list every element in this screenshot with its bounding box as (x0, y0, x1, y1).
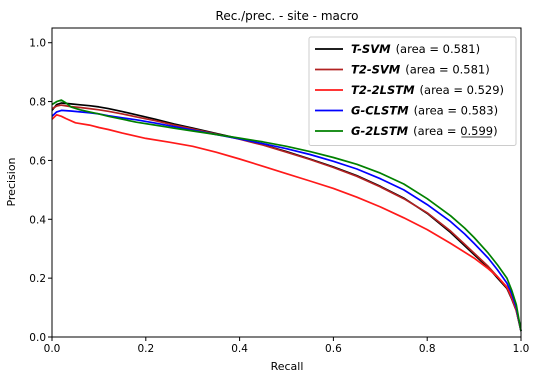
x-tick-label: 0.6 (325, 343, 342, 355)
x-axis-title: Recall (271, 360, 304, 373)
series-lines (51, 99, 522, 332)
legend: T-SVM (area = 0.581)T2-SVM (area = 0.581)T… (308, 36, 517, 146)
legend-box (308, 36, 517, 146)
legend-entry: G-2LSTM (area = 0.599) (351, 124, 498, 138)
legend-series-area: (area = 0.599) (413, 124, 498, 138)
x-tick-label: 0.2 (137, 343, 154, 355)
y-tick-label: 0.0 (29, 332, 46, 344)
legend-series-name: G-CLSTM (351, 104, 409, 118)
legend-entry: T2-2LSTM (area = 0.529) (351, 83, 504, 97)
y-axis-title: Precision (5, 157, 18, 206)
legend-series-area: (area = 0.581) (396, 42, 481, 56)
legend-series-area: (area = 0.581) (405, 63, 490, 77)
legend-series-name: T2-2LSTM (351, 83, 415, 97)
series-line-t2-svm (51, 104, 522, 332)
y-tick-label: 0.2 (29, 273, 46, 285)
chart-title: Rec./prec. - site - macro (216, 9, 359, 23)
legend-series-name: G-2LSTM (351, 124, 409, 138)
legend-series-name: T2-SVM (351, 63, 401, 77)
legend-entry: G-CLSTM (area = 0.583) (351, 104, 498, 118)
legend-series-area: (area = 0.529) (420, 83, 505, 97)
y-tick-label: 0.6 (29, 155, 46, 167)
legend-entry: T2-SVM (area = 0.581) (351, 63, 490, 77)
x-tick-label: 0.4 (231, 343, 248, 355)
legend-entry: T-SVM (area = 0.581) (351, 42, 480, 56)
legend-series-name: T-SVM (351, 42, 391, 56)
x-tick-label: 0.0 (44, 343, 61, 355)
y-tick-label: 0.4 (29, 214, 46, 226)
x-tick-label: 1.0 (513, 343, 530, 355)
x-tick-label: 0.8 (419, 343, 436, 355)
y-tick-label: 0.8 (29, 97, 46, 109)
series-line-g-2lstm (51, 99, 522, 332)
axis-ticks: 0.0 0.2 0.4 0.6 0.8 1.0 0.0 0.2 0.4 0.6 0.8 1.0 (29, 38, 529, 355)
legend-series-area: (area = 0.583) (414, 104, 499, 118)
plot-frame (51, 27, 522, 338)
y-tick-label: 1.0 (29, 38, 46, 50)
series-line-t2-2lstm (51, 113, 522, 332)
